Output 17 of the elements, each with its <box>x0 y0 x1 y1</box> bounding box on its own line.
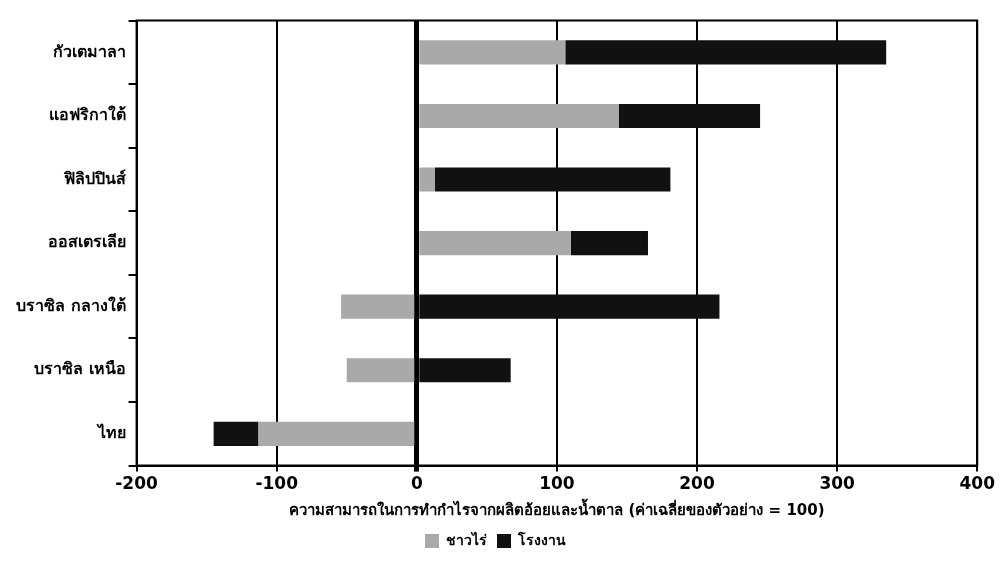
y-tick-label: ไทย <box>95 422 126 442</box>
x-tick-label: -200 <box>115 473 159 494</box>
x-tick-label: 400 <box>959 473 996 494</box>
x-tick-label: 0 <box>410 473 423 494</box>
y-tick-label: ออสเตรเลีย <box>47 232 126 252</box>
y-tick-label: บราซิล กลางใต้ <box>15 295 126 315</box>
x-tick-label: 300 <box>819 473 856 494</box>
x-tick-label: 100 <box>539 473 575 494</box>
y-tick-label: ฟิลิปปินส์ <box>62 168 126 188</box>
x-tick-label: -100 <box>255 473 299 494</box>
y-tick-label: แอฟริกาใต้ <box>48 105 126 125</box>
x-axis-title: ความสามารถในการทำกำไรจากผลิตอ้อยและน้ำตาล (ค่าเฉลี่ยของตัวอย่าง = 100) <box>289 497 825 519</box>
y-tick-label: กัวเตมาลา <box>52 41 126 61</box>
x-tick-label: 200 <box>679 473 715 494</box>
legend-label: โรงงาน <box>517 530 566 548</box>
legend-label: ชาวไร่ <box>446 530 487 548</box>
y-tick-label: บราซิล เหนือ <box>33 359 126 379</box>
